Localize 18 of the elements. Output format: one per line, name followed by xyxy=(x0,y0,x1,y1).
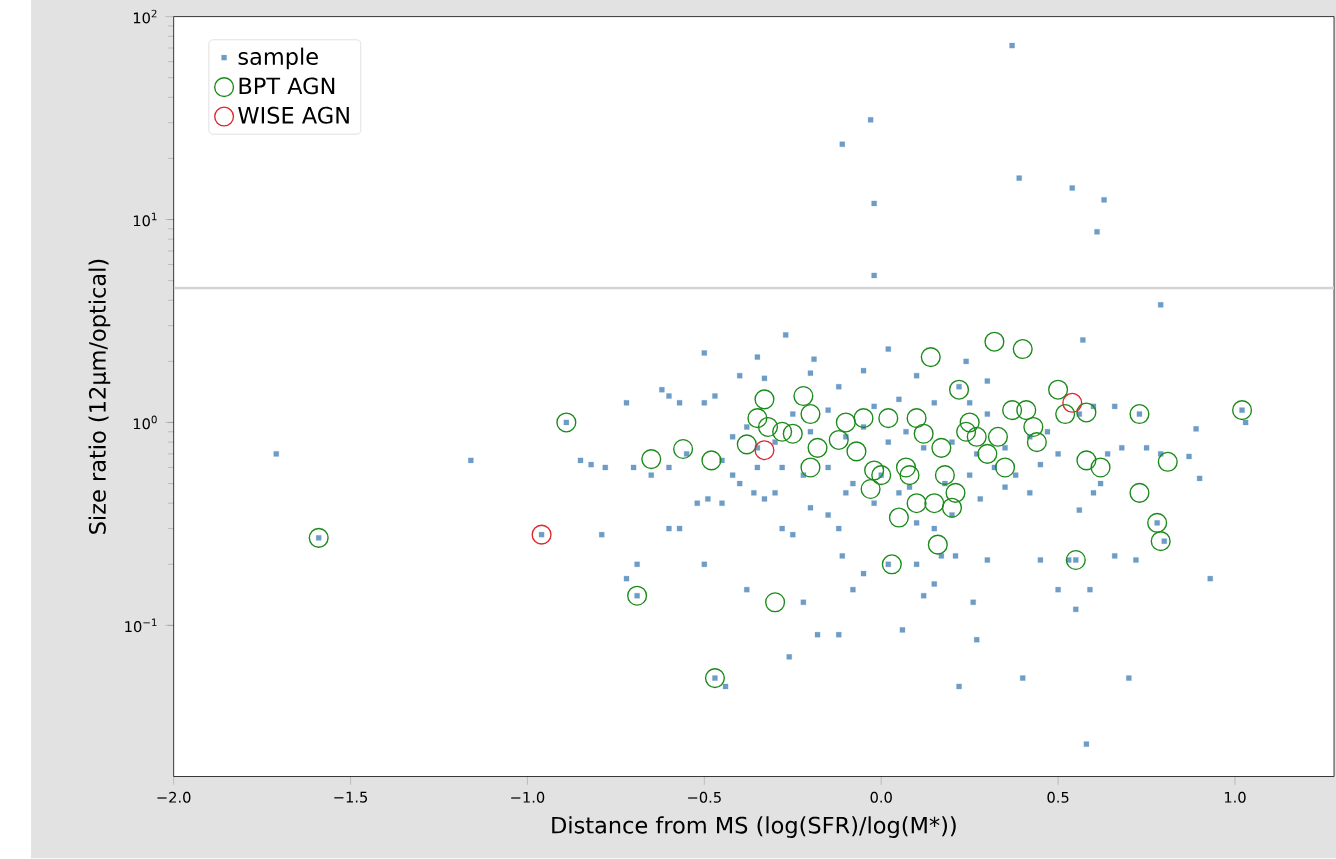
y-axis-title: Size ratio (12μm/optical) xyxy=(88,259,111,535)
y-tick-label: 10$^{−1}$ xyxy=(125,618,157,633)
point xyxy=(754,440,775,461)
x-tick-label: −1.5 xyxy=(334,791,368,803)
x-tick-label: 0.0 xyxy=(870,791,892,804)
legend-label: BPT AGN xyxy=(239,77,335,95)
x-tick-label: −0.5 xyxy=(688,791,721,804)
x-tick-label: 1.0 xyxy=(1224,791,1246,804)
y-tick-label: 10$^{1}$ xyxy=(133,212,157,227)
x-tick-label: −2.0 xyxy=(157,791,191,804)
x-axis-title: Distance from MS (log(SFR)/log(M*)) xyxy=(552,816,956,839)
x-tick-label: −1.0 xyxy=(511,791,545,804)
legend-label: WISE AGN xyxy=(238,106,349,124)
point xyxy=(531,524,552,545)
y-tick-label: 10$^{2}$ xyxy=(133,9,157,24)
y-tick-label: 10$^{0}$ xyxy=(133,415,157,430)
legend-label: sample xyxy=(238,47,318,70)
x-tick-label: 0.5 xyxy=(1047,791,1069,804)
